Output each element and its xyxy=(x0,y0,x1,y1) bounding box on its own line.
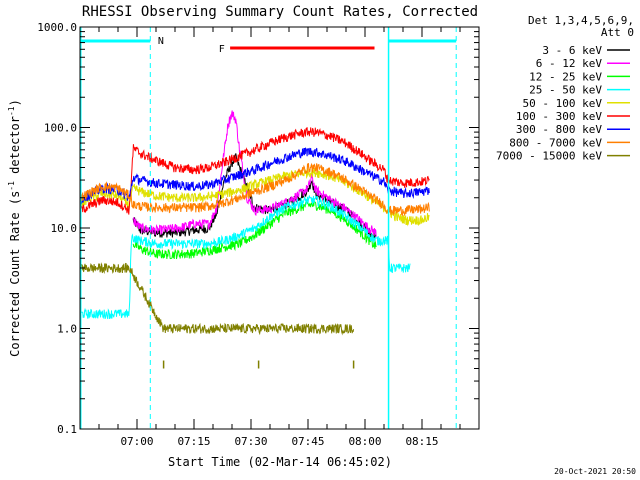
legend-label-1: 6 - 12 keV xyxy=(536,57,603,70)
legend-label-0: 3 - 6 keV xyxy=(542,44,602,57)
series-1-line xyxy=(132,110,377,237)
series-3 xyxy=(79,195,411,320)
series-3-line xyxy=(79,195,411,320)
series-2 xyxy=(132,199,377,260)
footer-timestamp: 20-Oct-2021 20:50 xyxy=(554,467,636,476)
x-tick-label-5: 08:15 xyxy=(405,435,438,448)
legend-label-3: 25 - 50 keV xyxy=(529,84,602,97)
series-1 xyxy=(132,110,377,237)
series-layer xyxy=(79,110,430,336)
y-tick-label-0: 1000.0 xyxy=(37,21,77,34)
legend-title-line1: Det 1,3,4,5,6,9, xyxy=(528,14,634,27)
legend-label-8: 7000 - 15000 keV xyxy=(496,150,602,163)
y-tick-label-4: 0.1 xyxy=(57,423,77,436)
series-5-line xyxy=(79,127,430,215)
series-6-line xyxy=(79,146,430,205)
x-tick-label-3: 07:45 xyxy=(291,435,324,448)
y-tick-label-2: 10.0 xyxy=(51,222,78,235)
x-tick-label-1: 07:15 xyxy=(177,435,210,448)
x-axis-label: Start Time (02-Mar-14 06:45:02) xyxy=(168,455,392,469)
series-5 xyxy=(79,127,430,215)
legend-label-4: 50 - 100 keV xyxy=(523,97,603,110)
x-tick-label-4: 08:00 xyxy=(348,435,381,448)
y-tick-label-1: 100.0 xyxy=(44,122,77,135)
series-7-line xyxy=(79,162,430,217)
night-label: N xyxy=(158,36,164,47)
legend-label-6: 300 - 800 keV xyxy=(516,123,602,136)
axes-layer: 1000.0 100.0 10.0 1.0 0.1 07:00 07:15 07:30 07:4… xyxy=(37,21,480,448)
x-tick-label-0: 07:00 xyxy=(120,435,153,448)
legend-title-line2: Att 0 xyxy=(601,26,634,39)
series-8 xyxy=(79,262,355,336)
y-axis-label: Corrected Count Rate (s-1 detector-1) xyxy=(7,99,22,357)
x-tick-label-2: 07:30 xyxy=(234,435,267,448)
series-2-line xyxy=(132,199,377,260)
series-7 xyxy=(79,162,430,217)
legend-label-7: 800 - 7000 keV xyxy=(509,136,602,149)
legend-label-5: 100 - 300 keV xyxy=(516,110,602,123)
legend-label-2: 12 - 25 keV xyxy=(529,70,602,83)
y-tick-label-3: 1.0 xyxy=(57,323,77,336)
flare-label: F xyxy=(219,44,225,55)
chart-title: RHESSI Observing Summary Count Rates, Co… xyxy=(82,4,478,20)
series-8-line xyxy=(79,262,355,336)
